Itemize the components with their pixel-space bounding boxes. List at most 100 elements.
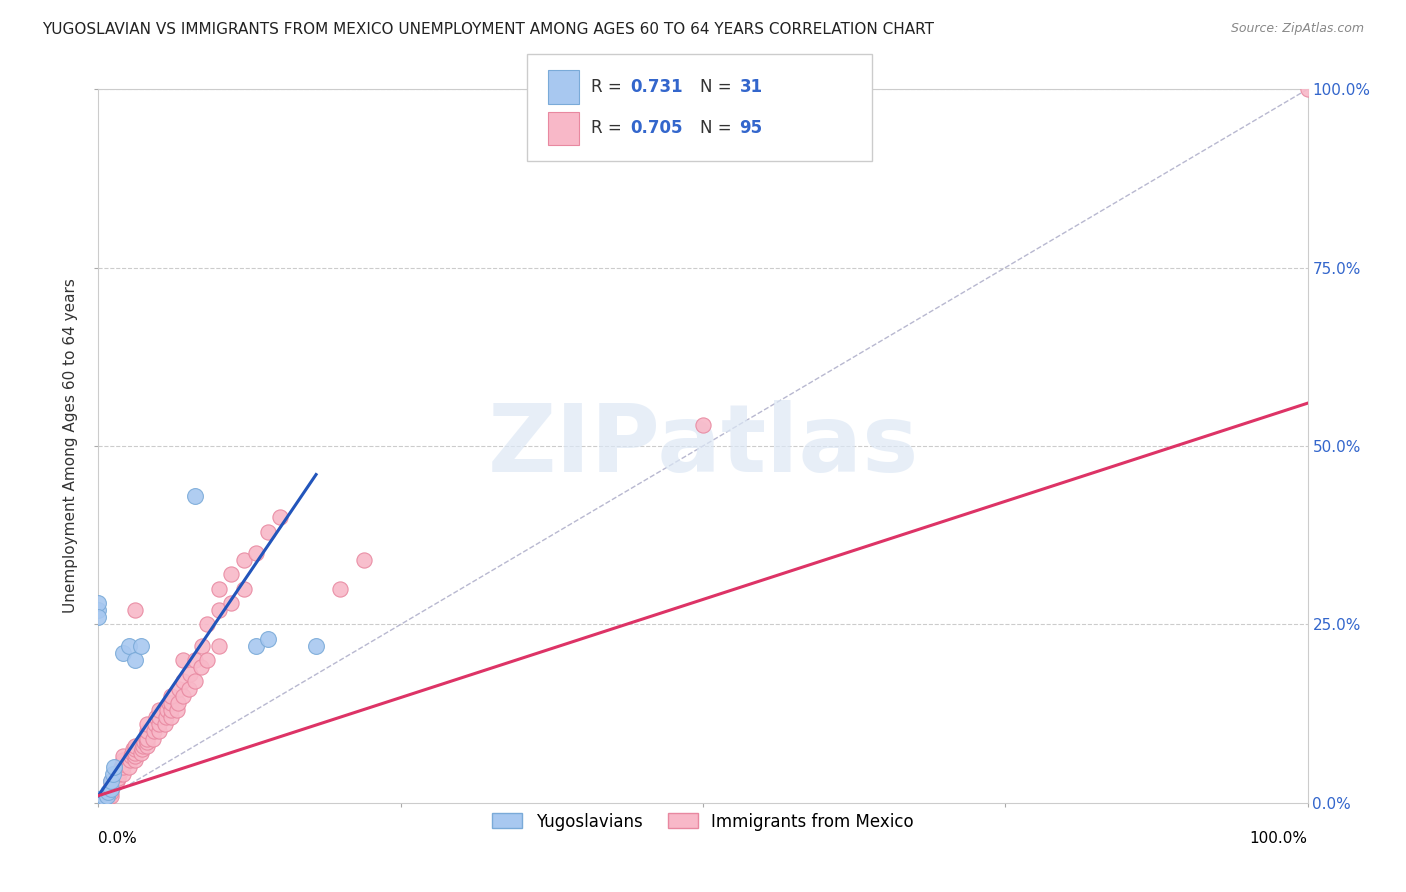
Point	[101, 767, 124, 781]
Point	[120, 749, 142, 764]
Point	[105, 774, 128, 789]
Y-axis label: Unemployment Among Ages 60 to 64 years: Unemployment Among Ages 60 to 64 years	[63, 278, 79, 614]
Point	[172, 689, 194, 703]
Point	[87, 793, 110, 807]
Point	[172, 653, 194, 667]
Point	[160, 710, 183, 724]
Point	[124, 746, 146, 760]
Point	[100, 781, 122, 796]
Point	[100, 785, 122, 799]
Point	[124, 749, 146, 764]
Point	[87, 796, 110, 810]
Point	[96, 790, 118, 805]
Point	[135, 724, 157, 739]
Point	[107, 771, 129, 785]
Point	[232, 582, 254, 596]
Point	[118, 760, 141, 774]
Point	[135, 739, 157, 753]
Text: YUGOSLAVIAN VS IMMIGRANTS FROM MEXICO UNEMPLOYMENT AMONG AGES 60 TO 64 YEARS COR: YUGOSLAVIAN VS IMMIGRANTS FROM MEXICO UN…	[42, 22, 934, 37]
Point	[129, 639, 152, 653]
Point	[184, 489, 207, 503]
Point	[143, 724, 166, 739]
Point	[157, 696, 180, 710]
Point	[148, 710, 170, 724]
Point	[87, 794, 110, 808]
Text: N =: N =	[700, 120, 737, 137]
Point	[329, 582, 352, 596]
Point	[135, 717, 157, 731]
Point	[169, 681, 191, 696]
Point	[692, 417, 714, 432]
Text: 0.0%: 0.0%	[98, 831, 138, 847]
Point	[87, 791, 110, 805]
Text: 100.0%: 100.0%	[1250, 831, 1308, 847]
Point	[87, 792, 110, 806]
Point	[87, 596, 110, 610]
Point	[160, 703, 183, 717]
Point	[135, 731, 157, 746]
Point	[87, 796, 110, 810]
Point	[195, 653, 218, 667]
Point	[110, 760, 132, 774]
Point	[100, 789, 122, 803]
Point	[97, 790, 120, 805]
Point	[108, 764, 131, 778]
Point	[111, 760, 134, 774]
Point	[232, 553, 254, 567]
Point	[87, 796, 110, 810]
Point	[94, 791, 117, 805]
Point	[184, 653, 207, 667]
Text: 95: 95	[740, 120, 762, 137]
Point	[87, 794, 110, 808]
Point	[172, 674, 194, 689]
Point	[118, 639, 141, 653]
Point	[87, 796, 110, 810]
Point	[100, 781, 122, 796]
Text: 31: 31	[740, 78, 762, 96]
Point	[148, 717, 170, 731]
Point	[87, 794, 110, 808]
Point	[93, 792, 115, 806]
Point	[142, 731, 165, 746]
Point	[93, 790, 115, 805]
Point	[100, 774, 122, 789]
Point	[87, 796, 110, 810]
Point	[269, 510, 291, 524]
Point	[160, 696, 183, 710]
Point	[148, 703, 170, 717]
Point	[129, 746, 152, 760]
Point	[221, 596, 243, 610]
Point	[87, 610, 110, 624]
Point	[87, 796, 110, 810]
Point	[1296, 82, 1319, 96]
Point	[305, 639, 328, 653]
Point	[148, 724, 170, 739]
Point	[122, 742, 145, 756]
Point	[87, 796, 110, 810]
Point	[87, 603, 110, 617]
Text: 0.731: 0.731	[630, 78, 682, 96]
Point	[124, 603, 146, 617]
Point	[87, 796, 110, 810]
Point	[256, 632, 278, 646]
Text: N =: N =	[700, 78, 737, 96]
Point	[87, 795, 110, 809]
Point	[93, 792, 115, 806]
Point	[245, 639, 267, 653]
Point	[96, 789, 118, 803]
Point	[111, 753, 134, 767]
Point	[245, 546, 267, 560]
Point	[111, 756, 134, 771]
Point	[87, 796, 110, 810]
Point	[191, 639, 214, 653]
Point	[135, 731, 157, 746]
Text: R =: R =	[591, 78, 627, 96]
Point	[190, 660, 212, 674]
Point	[208, 603, 231, 617]
Point	[160, 689, 183, 703]
Point	[208, 639, 231, 653]
Point	[97, 785, 120, 799]
Point	[87, 796, 110, 810]
Point	[103, 760, 125, 774]
Point	[131, 742, 153, 756]
